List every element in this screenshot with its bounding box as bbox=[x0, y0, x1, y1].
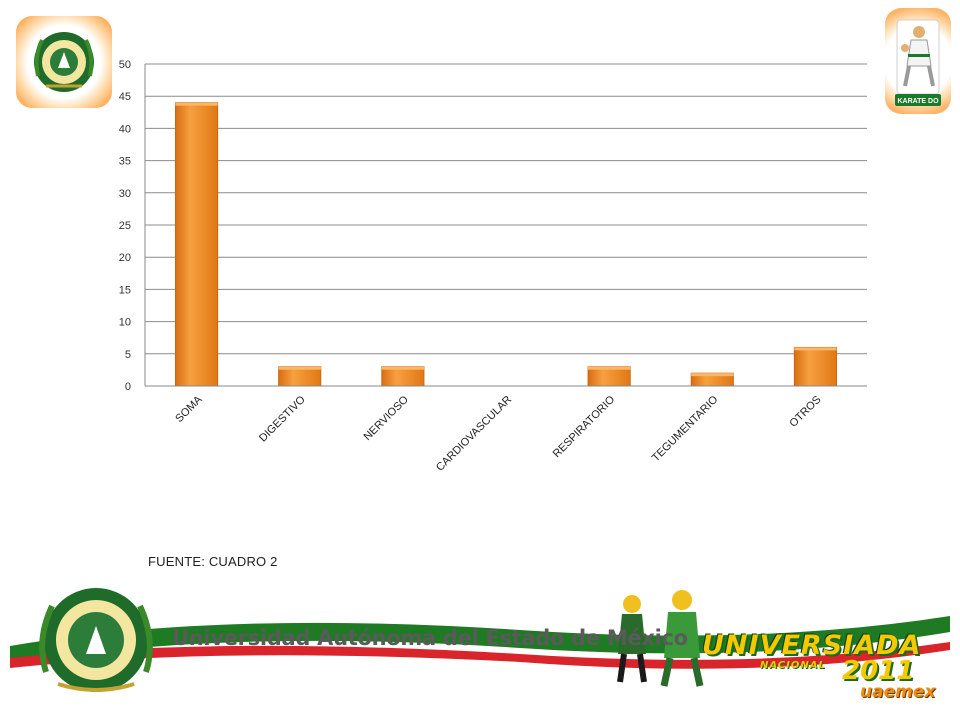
bar-soma bbox=[175, 102, 219, 387]
y-tick-label: 10 bbox=[119, 317, 131, 329]
chart-gridlines bbox=[145, 63, 867, 387]
bar-chart: 0 5 10 15 20 25 30 35 40 45 50 SOMA DIGESTIVO NERVIO… bbox=[119, 59, 867, 474]
y-tick-label: 20 bbox=[119, 252, 131, 264]
y-tick-label: 45 bbox=[119, 91, 131, 103]
x-axis-tick-labels: SOMA DIGESTIVO NERVIOSO CARDIOVASCULAR RESPI… bbox=[173, 393, 823, 474]
university-name: Universidad Autónoma del Estado de Méxic… bbox=[172, 626, 688, 650]
y-tick-label: 35 bbox=[119, 156, 131, 168]
y-axis-tick-labels: 0 5 10 15 20 25 30 35 40 45 50 bbox=[119, 59, 131, 393]
y-tick-label: 50 bbox=[119, 59, 131, 71]
karate-do-logo: KARATE DO bbox=[885, 8, 951, 114]
y-tick-label: 15 bbox=[119, 284, 131, 296]
bar-top-highlight bbox=[691, 373, 734, 377]
bar-top-highlight bbox=[278, 366, 321, 370]
university-crest-logo bbox=[16, 16, 112, 108]
source-note: FUENTE: CUADRO 2 bbox=[148, 554, 278, 569]
university-crest-icon bbox=[34, 32, 94, 92]
bar-top-highlight bbox=[381, 366, 425, 370]
event-organizer: uaemex bbox=[860, 682, 936, 702]
bar-top-highlight bbox=[587, 366, 631, 370]
y-tick-label: 40 bbox=[119, 123, 131, 135]
chart-bars bbox=[175, 102, 837, 387]
y-tick-label: 5 bbox=[125, 349, 131, 361]
banner-green-stripe bbox=[10, 616, 950, 664]
university-banner bbox=[10, 588, 950, 692]
bar-otros bbox=[793, 346, 837, 387]
event-title: UNIVERSIADA bbox=[702, 630, 922, 661]
x-tick-label-nervioso: NERVIOSO bbox=[362, 393, 412, 443]
karate-do-caption: KARATE DO bbox=[897, 98, 939, 105]
x-tick-label-tegumentario: TEGUMENTARIO bbox=[650, 393, 721, 464]
banner-red-stripe bbox=[10, 642, 950, 669]
x-tick-label-respiratorio: RESPIRATORIO bbox=[551, 393, 618, 460]
event-subtitle: NACIONAL bbox=[760, 660, 826, 671]
karate-do-logo-icon: KARATE DO bbox=[895, 19, 941, 106]
y-tick-label: 0 bbox=[125, 381, 131, 393]
university-emblem-icon bbox=[39, 588, 153, 692]
x-tick-label-soma: SOMA bbox=[173, 393, 205, 425]
mascot-characters-icon bbox=[617, 590, 704, 687]
x-tick-label-otros: OTROS bbox=[787, 394, 823, 430]
bar-top-highlight bbox=[794, 347, 837, 351]
event-year: 2011 bbox=[842, 656, 915, 686]
y-tick-label: 25 bbox=[119, 220, 131, 232]
y-tick-label: 30 bbox=[119, 188, 131, 200]
x-tick-label-digestivo: DIGESTIVO bbox=[257, 393, 308, 444]
bar-top-highlight bbox=[175, 102, 218, 106]
x-tick-label-cardiovascular: CARDIOVASCULAR bbox=[434, 394, 514, 474]
